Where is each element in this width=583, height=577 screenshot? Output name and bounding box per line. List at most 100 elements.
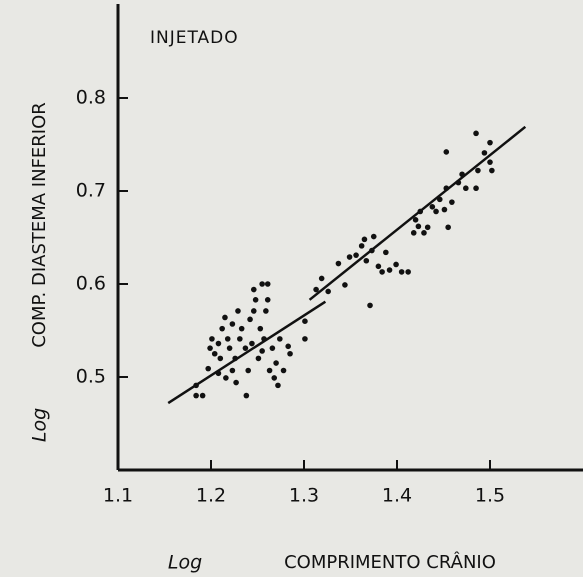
point xyxy=(424,224,431,231)
point xyxy=(342,282,348,288)
point xyxy=(209,336,215,342)
point xyxy=(353,252,359,258)
point xyxy=(445,224,451,231)
point xyxy=(285,343,291,350)
point xyxy=(405,269,411,275)
point xyxy=(273,360,279,366)
point xyxy=(383,249,389,256)
point xyxy=(243,392,250,399)
point xyxy=(473,185,479,192)
point xyxy=(242,345,249,351)
point xyxy=(211,350,218,357)
y-tick-label: 0.8 xyxy=(76,87,106,109)
point xyxy=(421,230,427,236)
point xyxy=(277,336,283,342)
point xyxy=(415,223,422,230)
point xyxy=(429,204,436,210)
point xyxy=(393,261,399,268)
point xyxy=(255,355,262,362)
point xyxy=(417,208,424,215)
point xyxy=(257,325,264,332)
point xyxy=(232,355,238,362)
x-label-prefix: Log xyxy=(168,552,202,574)
y-tick-label: 0.7 xyxy=(76,180,106,202)
point xyxy=(249,340,255,347)
x-label: COMPRIMENTO CRÂNIO xyxy=(284,551,496,573)
point xyxy=(264,281,271,287)
point xyxy=(215,340,222,347)
point xyxy=(410,230,417,236)
point xyxy=(229,367,236,374)
point xyxy=(269,345,276,351)
point xyxy=(481,150,488,156)
point xyxy=(475,167,481,174)
point xyxy=(436,196,443,203)
point xyxy=(199,392,206,399)
point xyxy=(217,355,224,362)
point xyxy=(229,321,236,327)
point xyxy=(398,269,405,275)
annotation: INJETADO xyxy=(150,28,239,48)
point xyxy=(259,348,265,354)
point xyxy=(259,281,265,287)
point xyxy=(250,308,257,314)
point xyxy=(459,171,465,178)
point xyxy=(215,370,222,377)
point xyxy=(235,308,241,314)
point xyxy=(358,243,365,249)
point xyxy=(250,286,257,293)
x-tick-label: 1.5 xyxy=(475,485,505,507)
point xyxy=(271,375,278,381)
point xyxy=(443,149,450,155)
point xyxy=(219,325,225,332)
point xyxy=(369,247,375,254)
point xyxy=(361,236,368,243)
y-label-prefix: Log xyxy=(29,408,51,442)
point xyxy=(223,375,229,381)
point xyxy=(433,208,439,215)
point xyxy=(224,336,231,342)
point xyxy=(449,199,455,205)
point xyxy=(386,267,393,273)
point xyxy=(412,217,419,223)
point xyxy=(335,260,342,267)
x-tick-label: 1.4 xyxy=(382,485,412,507)
point xyxy=(325,288,331,295)
y-label: COMP. DIASTEMA INFERIOR xyxy=(29,102,50,348)
fit-line xyxy=(167,300,327,405)
point xyxy=(287,350,293,357)
point xyxy=(247,316,253,323)
point xyxy=(266,367,273,374)
point xyxy=(207,345,213,351)
point xyxy=(275,382,281,389)
fit-line xyxy=(308,125,527,301)
point xyxy=(263,308,269,314)
point xyxy=(346,254,353,260)
point xyxy=(226,345,233,351)
point xyxy=(441,206,448,213)
point xyxy=(237,336,243,342)
point xyxy=(245,367,251,374)
point xyxy=(302,318,308,325)
point xyxy=(463,185,469,192)
point xyxy=(238,325,245,332)
point xyxy=(193,382,199,389)
point xyxy=(233,379,239,386)
point xyxy=(261,336,267,342)
point xyxy=(473,130,479,137)
point xyxy=(370,233,377,240)
y-tick-label: 0.6 xyxy=(76,273,106,295)
point xyxy=(313,286,319,293)
point xyxy=(379,269,385,275)
point xyxy=(318,275,325,282)
point xyxy=(280,367,287,374)
point xyxy=(252,297,259,303)
x-tick-label: 1.1 xyxy=(103,485,133,507)
y-tick-label: 0.5 xyxy=(76,366,106,388)
point xyxy=(487,159,493,165)
point xyxy=(367,302,373,309)
x-tick-label: 1.2 xyxy=(196,485,226,507)
point xyxy=(487,139,493,146)
point xyxy=(222,314,228,321)
